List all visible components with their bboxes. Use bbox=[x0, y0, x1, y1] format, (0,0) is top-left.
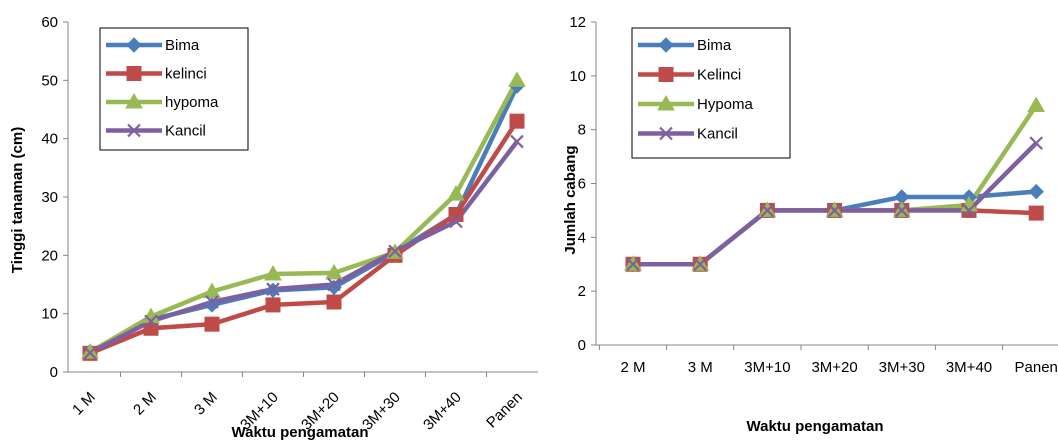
data-point-kancil bbox=[1029, 136, 1043, 150]
data-point-kancil bbox=[266, 282, 280, 296]
y-tick-label: 20 bbox=[41, 247, 58, 264]
data-point-hypoma bbox=[203, 282, 221, 298]
legend-marker bbox=[659, 126, 673, 141]
x-tick-label: 3M+40 bbox=[420, 389, 465, 434]
x-tick-label: 3M+30 bbox=[879, 359, 925, 376]
data-point-kancil bbox=[626, 257, 640, 272]
legend-label: Bima bbox=[697, 37, 732, 54]
y-tick-label: 0 bbox=[578, 337, 586, 354]
data-point-kancil bbox=[83, 345, 97, 360]
series-line-kelinci bbox=[633, 208, 1037, 267]
x-axis-title: Waktu pengamatan bbox=[747, 418, 884, 435]
x-tick-label: 3 M bbox=[191, 389, 221, 419]
data-point-hypoma bbox=[325, 263, 343, 280]
series-line-hypoma bbox=[88, 79, 519, 355]
data-point-kancil bbox=[205, 295, 219, 309]
y-tick-label: 40 bbox=[41, 131, 58, 148]
y-tick-label: 0 bbox=[50, 364, 58, 381]
y-axis-title: Tinggi tanaman (cm) bbox=[9, 127, 26, 273]
data-point-kancil bbox=[895, 203, 909, 218]
legend-label: kelinci bbox=[165, 66, 207, 83]
data-point-kelinci bbox=[204, 316, 220, 332]
series-line-kancil bbox=[88, 140, 519, 355]
data-point-kancil bbox=[760, 203, 775, 218]
data-point-kelinci bbox=[509, 113, 525, 129]
data-point-hypoma bbox=[447, 185, 465, 201]
legend-marker bbox=[127, 123, 141, 138]
y-tick-label: 2 bbox=[578, 283, 586, 300]
data-point-kelinci bbox=[326, 294, 342, 310]
legend: Bima kelinci hypoma Kancil bbox=[99, 27, 249, 151]
legend-marker bbox=[126, 66, 142, 81]
series-line-kelinci bbox=[89, 119, 519, 356]
x-tick-label: 1 M bbox=[69, 389, 99, 419]
y-tick-label: 12 bbox=[569, 14, 586, 31]
x-tick-label: 3M+10 bbox=[744, 359, 790, 376]
x-tick-label: 3M+20 bbox=[811, 359, 857, 376]
legend-label: hypoma bbox=[165, 94, 219, 111]
y-tick-label: 4 bbox=[578, 229, 586, 246]
legend: Bima Kelinci Hypoma Kancil bbox=[631, 27, 791, 159]
data-point-kancil bbox=[449, 214, 463, 229]
data-point-kelinci bbox=[265, 297, 281, 313]
legend-box bbox=[631, 27, 791, 159]
legend-label: Hypoma bbox=[697, 96, 754, 113]
legend-label: Kancil bbox=[165, 123, 206, 140]
y-tick-label: 50 bbox=[41, 72, 58, 89]
x-tick-label: Panen bbox=[483, 389, 526, 432]
data-point-kancil bbox=[510, 134, 524, 149]
y-tick-label: 30 bbox=[41, 189, 58, 206]
data-point-kelinci bbox=[1028, 205, 1044, 221]
x-tick-label: 3 M bbox=[688, 359, 713, 376]
legend-marker bbox=[657, 94, 675, 111]
data-point-hypoma bbox=[264, 264, 282, 281]
y-tick-label: 10 bbox=[41, 306, 58, 323]
y-tick-label: 60 bbox=[41, 14, 58, 31]
data-point-kancil bbox=[144, 314, 158, 329]
data-point-hypoma bbox=[508, 71, 526, 87]
data-point-bima bbox=[204, 297, 220, 313]
legend-marker bbox=[658, 37, 674, 53]
data-point-kancil bbox=[827, 203, 842, 218]
data-point-kelinci bbox=[143, 320, 159, 336]
data-point-bima bbox=[326, 279, 342, 296]
y-tick-label: 8 bbox=[578, 122, 586, 139]
x-tick-label: Panen bbox=[1015, 359, 1058, 376]
y-tick-label: 10 bbox=[569, 68, 586, 85]
x-tick-label: 2 M bbox=[620, 359, 645, 376]
legend-marker bbox=[658, 67, 674, 82]
data-point-bima bbox=[1028, 183, 1044, 200]
data-point-kancil bbox=[388, 244, 402, 259]
data-point-kelinci bbox=[448, 207, 464, 222]
data-point-hypoma bbox=[81, 343, 99, 359]
data-point-kancil bbox=[327, 277, 341, 292]
legend-marker bbox=[126, 37, 142, 53]
data-point-kancil bbox=[693, 257, 707, 272]
chart-2: 0 2 4 6 8 10 12 2 M 3 M 3M+10 3M+20 3M+30 3M+40 Panen… bbox=[562, 14, 1058, 435]
legend-label: Bima bbox=[165, 37, 200, 54]
x-tick-label: 2 M bbox=[130, 389, 160, 419]
data-point-hypoma bbox=[1027, 96, 1046, 112]
y-tick-label: 6 bbox=[578, 176, 586, 193]
data-point-kancil bbox=[962, 203, 976, 218]
legend-marker bbox=[125, 92, 143, 109]
y-axis-title: Jumlah cabang bbox=[562, 145, 579, 254]
legend-label: Kelinci bbox=[697, 67, 741, 84]
x-tick-label: 3M+40 bbox=[946, 359, 992, 376]
legend-label: Kancil bbox=[697, 126, 738, 143]
x-axis-title: Waktu pengamatan bbox=[232, 424, 369, 441]
